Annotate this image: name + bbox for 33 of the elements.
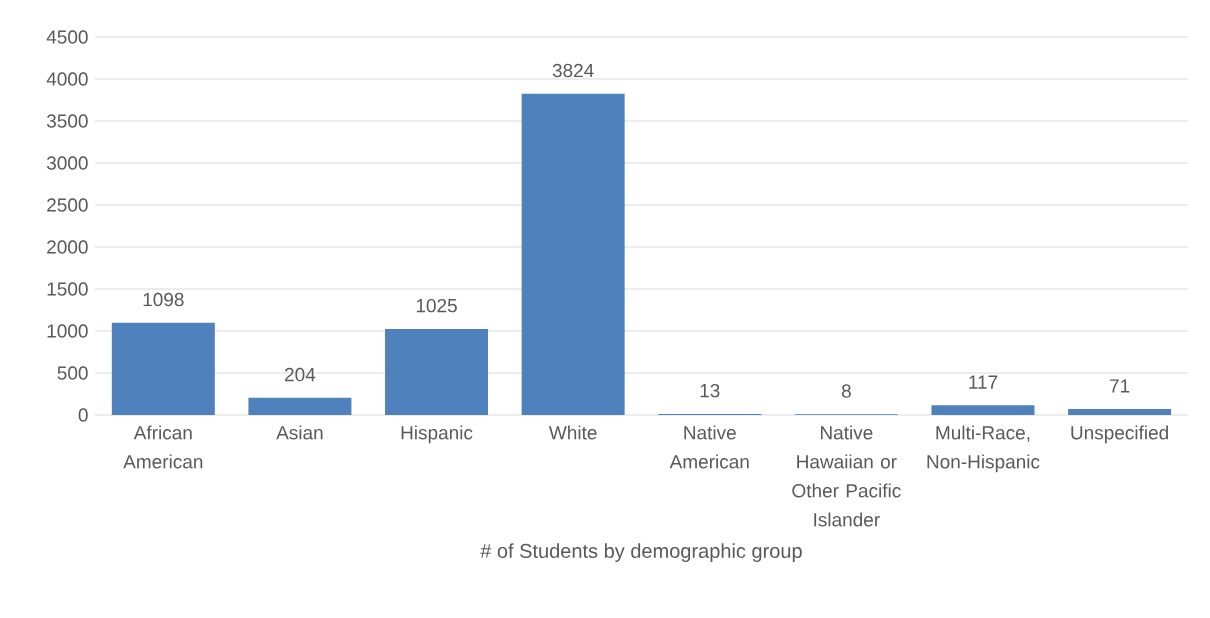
y-tick-label: 2000: [47, 240, 88, 254]
x-tick-label: Native Hawaiian or Other Pacific Islander: [792, 425, 901, 527]
y-tick-label: 1500: [47, 282, 88, 296]
x-tick-label: Multi-Race, Non-Hispanic: [927, 425, 1040, 473]
y-tick-label: 4500: [46, 30, 88, 44]
x-tick-label: Asian: [276, 425, 323, 440]
bar: [248, 397, 352, 415]
bar: [521, 93, 625, 415]
x-tick-label: Native American: [669, 425, 749, 469]
y-tick-label: 0: [78, 408, 88, 422]
y-tick-label: 500: [57, 366, 88, 380]
data-label: 13: [700, 383, 720, 398]
data-label: 117: [969, 375, 998, 389]
bar: [931, 405, 1035, 415]
bar: [1068, 409, 1172, 415]
y-tick-label: 4000: [46, 72, 88, 86]
y-tick-label: 3500: [46, 114, 88, 128]
y-tick-label: 1000: [47, 324, 88, 338]
data-label: 204: [285, 367, 316, 382]
data-label: 71: [1110, 379, 1130, 393]
data-label: 1025: [416, 298, 457, 313]
y-tick-label: 2500: [47, 198, 88, 212]
x-tick-label: Hispanic: [401, 425, 473, 444]
x-tick-label: White: [548, 425, 597, 440]
data-label: 3824: [552, 63, 594, 78]
x-tick-label: African American: [123, 425, 203, 469]
bar: [385, 328, 489, 415]
x-axis-title: # of Students by demographic group: [480, 543, 802, 562]
bar: [111, 322, 215, 415]
x-tick-label: Unspecified: [1071, 425, 1168, 444]
y-tick-label: 3000: [46, 156, 88, 170]
data-label: 1098: [143, 292, 184, 307]
data-label: 8: [841, 384, 851, 398]
